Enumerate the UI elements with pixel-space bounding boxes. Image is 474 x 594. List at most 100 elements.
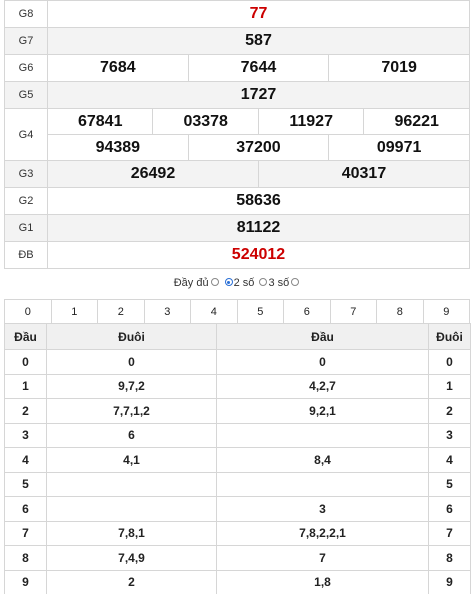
- prize-row-g3: G3 26492 40317: [4, 160, 471, 188]
- header-duoi: Đuôi: [46, 323, 217, 350]
- prize-row-g5: G5 1727: [4, 81, 470, 109]
- special-prize-number: 524012: [47, 241, 470, 269]
- mode-2-digit-radio[interactable]: [224, 278, 233, 287]
- row-duoi-values: 7,7,1,2: [46, 398, 217, 424]
- digit-tab-9[interactable]: 9: [422, 299, 470, 324]
- row-duoi-digit: 6: [428, 496, 471, 522]
- digit-tab-7[interactable]: 7: [329, 299, 377, 324]
- loto-head-tail-table: Đầu Đuôi Đầu Đuôi 0 0 0 0 1 9,7,2 4,2,7 1 2 7,7,1…: [4, 323, 471, 594]
- row-dau-digit: 5: [4, 471, 47, 497]
- prize-row-g8: G8 77: [4, 0, 470, 28]
- row-dau-values: 3: [216, 496, 429, 522]
- row-dau-digit: 1: [4, 373, 47, 399]
- table-row: 8 7,4,9 7 8: [4, 545, 471, 571]
- row-duoi-digit: 4: [428, 447, 471, 473]
- row-duoi-digit: 2: [428, 398, 471, 424]
- prize-row-g4-second: 94389 37200 09971: [5, 134, 470, 161]
- mode-3-digit-radio[interactable]: [259, 278, 268, 287]
- digit-tab-6[interactable]: 6: [283, 299, 331, 324]
- digit-tab-2[interactable]: 2: [97, 299, 145, 324]
- prize-number: 96221: [363, 108, 470, 135]
- prize-row-g1: G1 81122: [4, 214, 470, 242]
- row-duoi-digit: 1: [428, 373, 471, 399]
- table-row: 7 7,8,1 7,8,2,2,1 7: [4, 520, 471, 546]
- row-dau-digit: 9: [4, 569, 47, 594]
- prize-row-db: ĐB 524012: [4, 241, 470, 269]
- prize-label: G8: [4, 0, 48, 28]
- prize-number: 11927: [257, 108, 365, 135]
- row-dau-values: 8,4: [216, 447, 429, 473]
- loto-header-row: Đầu Đuôi Đầu Đuôi: [4, 323, 471, 350]
- row-dau-values: [216, 422, 429, 448]
- row-duoi-values: 2: [46, 569, 217, 594]
- header-dau-2: Đầu: [216, 323, 429, 350]
- display-mode-selector: Đầy đủ 2 số 3 số: [0, 277, 474, 289]
- prize-number: 37200: [187, 134, 330, 161]
- table-row: 1 9,7,2 4,2,7 1: [4, 373, 471, 399]
- prize-number: 09971: [328, 134, 470, 161]
- prize-number: 1727: [47, 81, 470, 109]
- row-dau-digit: 4: [4, 447, 47, 473]
- row-dau-digit: 2: [4, 398, 47, 424]
- mode-option-2-label[interactable]: 2 số: [233, 277, 255, 289]
- digit-tab-8[interactable]: 8: [376, 299, 424, 324]
- header-duoi-2: Đuôi: [428, 323, 471, 350]
- prize-label: ĐB: [4, 241, 48, 269]
- prize-number: 67841: [46, 108, 154, 135]
- digit-tab-0[interactable]: 0: [4, 299, 52, 324]
- prize-number: 7019: [328, 54, 470, 82]
- mode-option-full-label[interactable]: Đầy đủ: [173, 277, 209, 289]
- row-dau-values: 7: [216, 545, 429, 571]
- row-duoi-values: 6: [46, 422, 217, 448]
- row-dau-digit: 7: [4, 520, 47, 546]
- prize-row-g7: G7 587: [4, 27, 470, 55]
- row-dau-values: 9,2,1: [216, 398, 429, 424]
- prize-label: G3: [4, 160, 48, 188]
- row-duoi-values: 4,1: [46, 447, 217, 473]
- row-dau-digit: 0: [4, 349, 47, 375]
- prize-label: G1: [4, 214, 48, 242]
- row-duoi-values: [46, 471, 217, 497]
- row-duoi-digit: 5: [428, 471, 471, 497]
- digit-tab-5[interactable]: 5: [236, 299, 284, 324]
- row-duoi-digit: 9: [428, 569, 471, 594]
- prize-label: G2: [4, 187, 48, 215]
- row-duoi-digit: 7: [428, 520, 471, 546]
- row-duoi-values: 7,4,9: [46, 545, 217, 571]
- row-duoi-values: [46, 496, 217, 522]
- row-dau-values: 4,2,7: [216, 373, 429, 399]
- prize-row-g4: G4 67841 03378 11927 96221: [4, 108, 470, 161]
- row-dau-values: 1,8: [216, 569, 429, 594]
- table-row: 2 7,7,1,2 9,2,1 2: [4, 398, 471, 424]
- prize-number: 587: [47, 27, 470, 55]
- prize-number: 7684: [47, 54, 189, 82]
- digit-filter-tabs: 0 1 2 3 4 5 6 7 8 9: [4, 299, 470, 324]
- prize-row-g6: G6 7684 7644 7019: [4, 54, 470, 82]
- mode-full-radio[interactable]: [210, 278, 219, 287]
- row-dau-values: 7,8,2,2,1: [216, 520, 429, 546]
- row-duoi-values: 9,7,2: [46, 373, 217, 399]
- row-duoi-digit: 3: [428, 422, 471, 448]
- digit-tab-1[interactable]: 1: [50, 299, 98, 324]
- prize-label: G5: [4, 81, 48, 109]
- results-table: G8 77 G7 587 G6 7684 7644 7019 G5 1727 G…: [4, 0, 471, 269]
- row-duoi-digit: 8: [428, 545, 471, 571]
- prize-number: 7644: [187, 54, 330, 82]
- prize-number: 81122: [47, 214, 470, 242]
- digit-tab-4[interactable]: 4: [190, 299, 238, 324]
- mode-option-3-label[interactable]: 3 số: [268, 277, 290, 289]
- prize-label: G7: [4, 27, 48, 55]
- mode-extra-radio[interactable]: [291, 278, 300, 287]
- prize-label: G4: [4, 108, 48, 161]
- prize-number: 03378: [152, 108, 259, 135]
- row-dau-digit: 3: [4, 422, 47, 448]
- row-dau-values: 0: [216, 349, 429, 375]
- row-dau-values: [216, 471, 429, 497]
- prize-number: 77: [47, 0, 470, 28]
- prize-label: G6: [4, 54, 48, 82]
- digit-tab-3[interactable]: 3: [143, 299, 191, 324]
